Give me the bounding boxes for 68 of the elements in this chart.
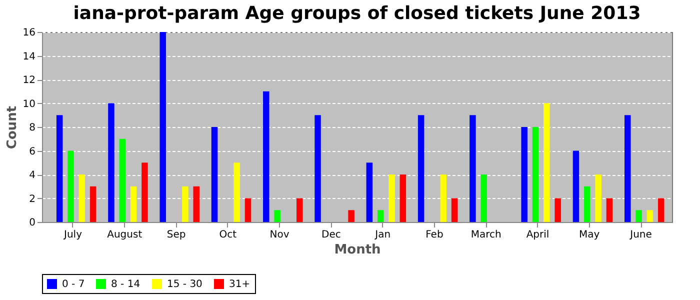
x-tick-label: March [470,230,502,240]
bar [263,91,270,222]
bar [234,162,240,222]
bar [532,127,539,222]
bar [624,115,631,222]
bar [658,198,664,222]
bar [388,174,395,222]
x-tick-label: Sep [166,230,186,240]
bar [646,210,654,222]
y-tick-label: 12 [22,75,36,86]
x-tick-label: Nov [270,230,290,240]
bar [400,174,406,222]
bar [480,174,487,222]
bar [56,115,63,222]
bar [182,186,188,222]
bar [554,198,561,222]
bar [314,115,321,222]
x-tick-label: Dec [322,230,341,240]
x-tick-label: April [526,230,550,240]
x-tick-label: August [107,230,142,240]
x-tick-label: May [579,230,600,240]
bar [68,150,74,222]
bar [544,103,550,222]
bar [119,138,126,222]
bar [142,162,148,222]
bar [78,174,86,222]
bar [296,198,303,222]
y-tick-label: 2 [29,194,36,205]
bar [348,210,354,222]
bar [211,127,218,222]
bar [440,174,447,222]
bar [366,162,373,222]
bar [418,115,424,222]
x-tick-label: Oct [219,230,237,240]
bar [584,186,590,222]
y-axis-title: Count [4,106,20,150]
legend-label: 0 - 7 [62,279,85,290]
y-tick-label: 10 [22,98,36,110]
bar [160,32,166,222]
bar [130,186,137,222]
bar [108,103,114,222]
bar [244,198,252,222]
bar [193,186,200,222]
bar [595,174,602,222]
y-tick-label: 4 [29,170,36,181]
legend-label: 15 - 30 [167,279,202,290]
y-tick-label: 8 [29,122,36,134]
bar [90,186,96,222]
y-tick-label: 16 [22,28,36,38]
bar [572,150,580,222]
bar [606,198,613,222]
y-tick-label: 6 [29,146,36,158]
x-axis-title: Month [334,242,381,258]
chart-title: iana-prot-param Age groups of closed tickets June 2013 [73,3,641,24]
x-tick-label: Feb [426,230,444,240]
bar [636,210,642,222]
bar [377,210,384,222]
x-tick-label: Jan [374,230,391,240]
legend-label: 8 - 14 [111,279,140,290]
bar [521,127,528,222]
x-tick-label: July [62,230,82,240]
bar [451,198,458,222]
bar [470,115,476,222]
y-tick-label: 0 [29,218,36,228]
y-tick-label: 14 [22,51,36,62]
bar [274,210,280,222]
x-tick-label: June [629,230,652,240]
legend-label: 31+ [229,279,250,290]
